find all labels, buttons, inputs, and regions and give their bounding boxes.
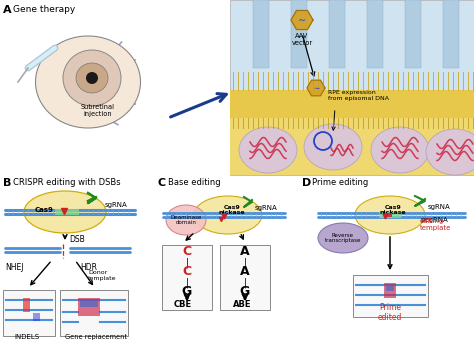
Text: C: C — [158, 178, 166, 188]
Bar — [23, 298, 30, 312]
Bar — [55, 209, 79, 215]
Text: B: B — [3, 178, 11, 188]
Bar — [405, 0, 421, 68]
Text: Prime
edited: Prime edited — [378, 303, 402, 322]
Text: D: D — [302, 178, 311, 188]
Ellipse shape — [86, 72, 98, 84]
Ellipse shape — [318, 223, 368, 253]
Text: editing
template: editing template — [420, 218, 451, 231]
Bar — [291, 0, 307, 68]
Bar — [33, 313, 40, 321]
Text: C: C — [182, 245, 191, 258]
Text: G: G — [240, 285, 250, 298]
Text: |: | — [185, 277, 189, 287]
Bar — [60, 290, 128, 336]
Text: Cas9
nickase: Cas9 nickase — [219, 205, 246, 215]
FancyArrowPatch shape — [171, 94, 226, 117]
Bar — [3, 290, 55, 336]
Ellipse shape — [24, 191, 106, 233]
Bar — [80, 300, 98, 307]
Bar — [353, 275, 428, 317]
Text: Base editing: Base editing — [168, 178, 220, 187]
Text: Donor
template: Donor template — [88, 270, 117, 281]
Bar — [0, 0, 230, 175]
Text: pegRNA: pegRNA — [420, 217, 448, 223]
Text: Subretinal
injection: Subretinal injection — [81, 104, 115, 117]
Bar — [387, 213, 392, 217]
Bar — [230, 0, 474, 175]
Text: DSB: DSB — [69, 234, 85, 244]
Text: CRISPR editing with DSBs: CRISPR editing with DSBs — [13, 178, 120, 187]
Polygon shape — [307, 80, 325, 96]
Text: Gene replacement: Gene replacement — [65, 334, 127, 340]
Ellipse shape — [304, 124, 362, 170]
Text: INDELS: INDELS — [14, 334, 39, 340]
Text: CBE: CBE — [174, 300, 192, 309]
Ellipse shape — [76, 63, 108, 93]
Ellipse shape — [63, 50, 121, 106]
Text: HDR: HDR — [80, 263, 97, 272]
Ellipse shape — [194, 196, 262, 234]
Bar — [78, 298, 100, 316]
Ellipse shape — [166, 205, 206, 235]
Ellipse shape — [355, 196, 425, 234]
Text: ∼: ∼ — [313, 84, 319, 92]
Text: sgRNA: sgRNA — [255, 205, 278, 211]
Bar — [384, 283, 396, 298]
Text: Gene therapy: Gene therapy — [13, 5, 75, 14]
Ellipse shape — [36, 36, 140, 128]
Text: ABE: ABE — [233, 300, 251, 309]
Text: A: A — [3, 5, 12, 15]
Bar — [367, 0, 383, 68]
Text: RPE expression
from episomal DNA: RPE expression from episomal DNA — [328, 90, 389, 101]
Bar — [220, 245, 270, 310]
Text: Cas9
nickase: Cas9 nickase — [380, 205, 406, 215]
Text: Reverse
transcriptase: Reverse transcriptase — [325, 233, 361, 244]
Bar — [230, 118, 474, 175]
Ellipse shape — [426, 129, 474, 175]
Text: A: A — [240, 245, 250, 258]
Text: sgRNA: sgRNA — [105, 202, 128, 208]
Text: |: | — [185, 257, 189, 268]
Text: AAV
vector: AAV vector — [292, 33, 312, 46]
Text: A: A — [240, 265, 250, 278]
Bar — [386, 285, 394, 291]
Bar — [379, 212, 401, 218]
Text: C: C — [182, 265, 191, 278]
Text: ∼: ∼ — [298, 15, 306, 25]
Ellipse shape — [371, 127, 429, 173]
Text: NHEJ: NHEJ — [5, 263, 24, 272]
Ellipse shape — [239, 127, 297, 173]
Text: Deaminase
domain: Deaminase domain — [170, 215, 202, 226]
Bar — [253, 0, 269, 68]
Bar — [443, 0, 459, 68]
Text: |: | — [243, 277, 246, 287]
Text: sgRNA: sgRNA — [428, 204, 451, 210]
Text: |: | — [243, 257, 246, 268]
Bar — [162, 245, 212, 310]
Bar — [230, 90, 474, 118]
Polygon shape — [291, 11, 313, 30]
Text: G: G — [182, 285, 192, 298]
Text: Cas9: Cas9 — [35, 207, 54, 213]
Bar — [329, 0, 345, 68]
Text: Prime editing: Prime editing — [312, 178, 368, 187]
